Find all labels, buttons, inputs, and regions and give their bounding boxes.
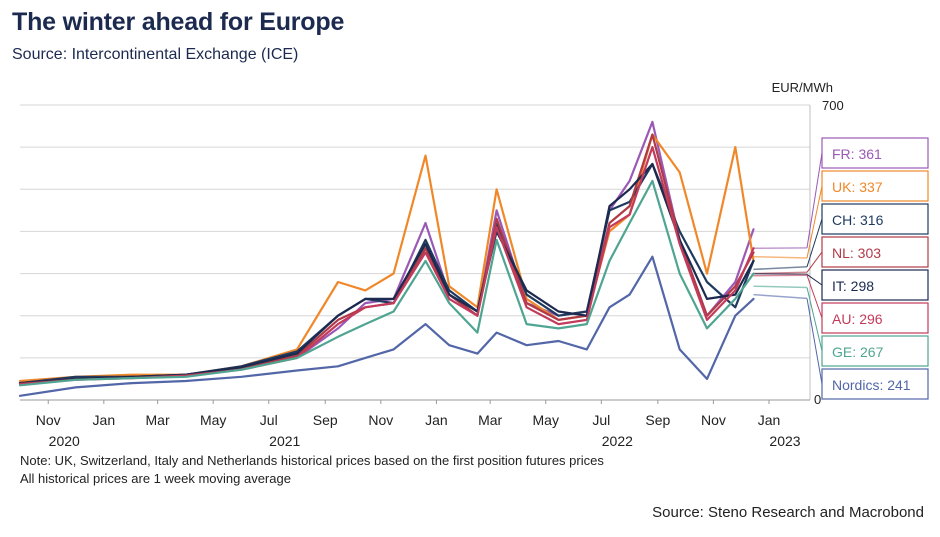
legend-label-au: AU: 296 [832, 311, 883, 327]
note-line: Note: UK, Switzerland, Italy and Netherl… [20, 453, 604, 468]
x-tick-label: Mar [146, 412, 170, 428]
legend-label-uk: UK: 337 [832, 179, 883, 195]
series-line-nordics [18, 255, 755, 397]
projection-line-ge [753, 285, 808, 289]
legend-box-uk [821, 170, 929, 202]
x-tick-label: Nov [36, 412, 61, 428]
x-year-label: 2022 [602, 433, 633, 449]
x-tick-label: May [200, 412, 226, 428]
legend-label-nl: NL: 303 [832, 245, 881, 261]
y-tick-label: 0 [814, 392, 821, 407]
x-tick-label: May [533, 412, 559, 428]
legend-box-fr [821, 137, 929, 169]
chart-legend: FR: 361 UK: 337 CH: 316 NL: 303 IT: 298 AU: 2… [806, 137, 929, 400]
legend-connector-it [806, 274, 823, 286]
legend-box-ch [821, 203, 929, 235]
legend-connector-uk [806, 185, 823, 259]
x-year-label: 2020 [49, 433, 80, 449]
legend-connector-ge [806, 287, 823, 352]
x-tick-label: Jan [93, 412, 116, 428]
legend-label-ch: CH: 316 [832, 212, 884, 228]
legend-box-it [821, 269, 929, 301]
legend-connector-nordics [806, 298, 823, 385]
series-line-ge [18, 179, 755, 387]
x-tick-label: Jan [425, 412, 448, 428]
chart-subtitle: Source: Intercontinental Exchange (ICE) [12, 46, 299, 63]
y-axis-unit: EUR/MWh [772, 80, 833, 95]
x-year-label: 2023 [769, 433, 800, 449]
projection-line-nordics [753, 293, 808, 300]
x-tick-label: Sep [313, 412, 338, 428]
x-tick-label: Nov [701, 412, 726, 428]
x-tick-label: Mar [478, 412, 502, 428]
x-tick-label: Jul [592, 412, 610, 428]
source-footer: Source: Steno Research and Macrobond [652, 504, 924, 521]
x-tick-label: Jan [758, 412, 781, 428]
legend-label-it: IT: 298 [832, 278, 874, 294]
legend-label-nordics: Nordics: 241 [832, 377, 911, 393]
legend-connector-au [806, 275, 823, 319]
legend-box-au [821, 302, 929, 334]
series-line-au [18, 146, 755, 386]
chart-grid [20, 104, 811, 401]
legend-connector-nl [806, 251, 823, 273]
legend-connector-fr [806, 152, 823, 248]
chart-axes: EUR/MWh 700 0 Nov 2020 Jan Mar May Jul 2021 Sep Nov… [36, 80, 844, 449]
projection-line-uk [753, 255, 808, 259]
note-line: All historical prices are 1 week moving … [20, 471, 291, 486]
legend-box-ge [821, 335, 929, 367]
legend-box-nl [821, 236, 929, 268]
legend-label-fr: FR: 361 [832, 146, 882, 162]
projection-line-ch [753, 266, 808, 271]
x-tick-label: Sep [645, 412, 670, 428]
y-tick-label: 700 [822, 98, 844, 113]
chart-notes: Note: UK, Switzerland, Italy and Netherl… [20, 452, 604, 488]
projection-line-it [753, 272, 808, 276]
legend-label-ge: GE: 267 [832, 344, 884, 360]
legend-box-nordics [821, 368, 929, 400]
x-tick-label: Jul [260, 412, 278, 428]
x-tick-label: Nov [368, 412, 393, 428]
series-layer [18, 120, 808, 397]
x-year-label: 2021 [269, 433, 300, 449]
chart-title: The winter ahead for Europe [12, 8, 345, 36]
legend-connector-ch [806, 218, 823, 267]
